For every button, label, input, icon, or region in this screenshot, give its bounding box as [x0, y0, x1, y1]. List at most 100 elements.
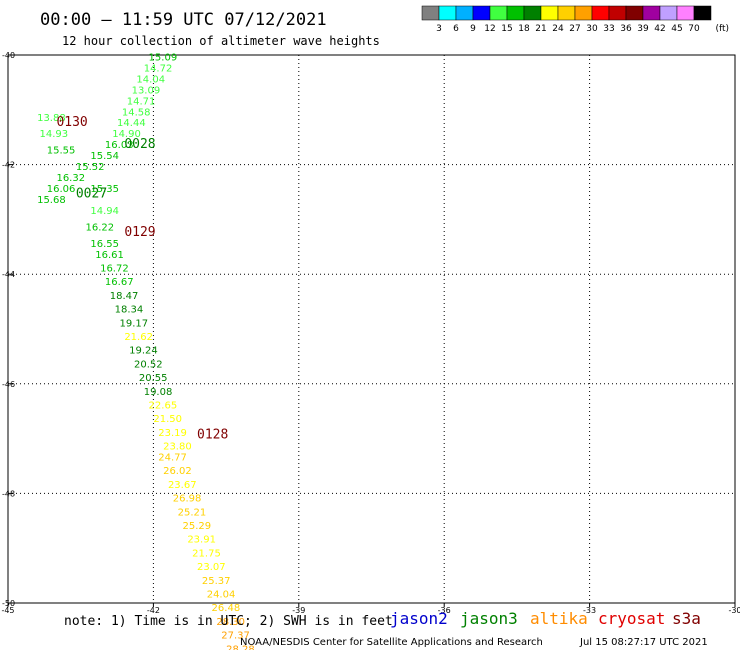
swh-value: 16.61	[95, 250, 124, 261]
swh-value: 16.22	[86, 222, 115, 233]
scale-swatch	[421, 5, 440, 21]
swh-value: 24.04	[207, 590, 236, 601]
swh-value: 13.88	[37, 113, 66, 124]
swh-value: 16.72	[100, 263, 129, 274]
scale-swatch	[489, 5, 508, 21]
swh-value: 13.09	[132, 85, 161, 96]
scale-swatch	[676, 5, 695, 21]
swh-value: 23.80	[163, 442, 192, 453]
swh-value: 21.62	[124, 332, 153, 343]
y-tick-label: -48	[2, 489, 15, 498]
scale-label: 39	[637, 24, 649, 34]
swh-value: 15.68	[37, 195, 66, 206]
swh-value: 19.24	[129, 346, 158, 357]
swh-value: 14.72	[144, 63, 173, 74]
scale-swatch	[438, 5, 457, 21]
satellite-cryosat: cryosat	[598, 609, 665, 628]
swh-value: 23.91	[187, 535, 216, 546]
scale-swatch	[659, 5, 678, 21]
swh-value: 15.09	[149, 52, 178, 63]
scale-swatch	[523, 5, 542, 21]
swh-value: 25.37	[202, 576, 231, 587]
swh-value: 24.77	[158, 453, 187, 464]
swh-value: 26.98	[173, 494, 202, 505]
swh-value: 26.48	[212, 603, 241, 614]
pass-label: 0027	[76, 186, 107, 201]
scale-label: 24	[552, 24, 564, 34]
swh-value: 14.44	[117, 118, 146, 129]
swh-value: 16.06	[47, 184, 76, 195]
y-tick-label: -42	[2, 161, 15, 170]
swh-value: 16.03	[105, 140, 134, 151]
swh-value: 21.50	[153, 414, 182, 425]
swh-value: 20.52	[134, 359, 163, 370]
scale-label: 27	[569, 24, 580, 34]
legend-note: note: 1) Time is in UTC; 2) SWH is in fe…	[64, 614, 393, 629]
swh-value: 20.55	[139, 373, 168, 384]
scale-label: 12	[484, 24, 495, 34]
color-scale-bar: 3 6 9 12 15 18 21 24 27 30 33 36 39 42 45 70 (ft)	[421, 5, 729, 34]
swh-value: 26.02	[163, 466, 192, 477]
x-tick-label: -33	[583, 606, 596, 615]
scale-label: 45	[671, 24, 682, 34]
swh-value: 16.55	[90, 239, 119, 250]
scale-swatch	[455, 5, 474, 21]
x-tick-label: -30	[728, 606, 740, 615]
y-tick-label: -46	[2, 380, 15, 389]
swh-value: 25.29	[182, 521, 211, 532]
swh-value: 18.47	[110, 291, 139, 302]
swh-value: 14.94	[90, 206, 119, 217]
swh-value: 28.28	[226, 644, 255, 650]
y-tick-label: -44	[2, 270, 15, 279]
satellite-jason3: jason3	[460, 609, 518, 628]
swh-value: 14.58	[122, 107, 151, 118]
scale-swatch	[557, 5, 576, 21]
satellite-altika: altika	[530, 609, 588, 628]
y-tick-label: -40	[2, 51, 15, 60]
pass-label: 0128	[197, 428, 228, 443]
pass-label: 0028	[124, 137, 155, 152]
scale-swatch	[506, 5, 525, 21]
scale-label: 36	[620, 24, 632, 34]
swh-value: 14.93	[40, 129, 69, 140]
x-tick-label: -42	[147, 606, 160, 615]
swh-value: 18.34	[115, 305, 144, 316]
pass-label: 0129	[124, 225, 155, 240]
scale-label: 15	[501, 24, 512, 34]
swh-value: 22.65	[149, 400, 178, 411]
y-tick-label: -50	[2, 599, 15, 608]
scale-label: 42	[654, 24, 665, 34]
swh-value: 27.37	[221, 631, 250, 642]
scale-swatch	[574, 5, 593, 21]
swh-value: 23.07	[197, 562, 226, 573]
scale-label: 9	[470, 24, 476, 34]
swh-value: 15.52	[76, 162, 105, 173]
scale-label: 33	[603, 24, 614, 34]
swh-value: 21.75	[192, 548, 221, 559]
scale-label: 70	[688, 24, 700, 34]
scale-swatch	[642, 5, 661, 21]
swh-value: 23.67	[168, 480, 197, 491]
swh-value: 15.54	[90, 151, 119, 162]
pass-label: 0130	[56, 115, 87, 130]
plot-frame	[7, 54, 736, 604]
plot-area: -45 -42 -39 -36 -33 -30 -40 -42 -44 -46 -48 -50	[1, 51, 740, 615]
swh-value: 28.30	[216, 617, 245, 628]
footer-credit: NOAA/NESDIS Center for Satellite Applica…	[240, 637, 543, 648]
swh-value: 15.55	[47, 146, 76, 157]
scale-label: 3	[436, 24, 442, 34]
scale-label: 21	[535, 24, 546, 34]
scale-label: 30	[586, 24, 598, 34]
swh-value: 25.21	[178, 507, 207, 518]
scale-swatch	[693, 5, 712, 21]
satellite-jason2: jason2	[390, 609, 448, 628]
scale-swatch	[472, 5, 491, 21]
swh-value: 14.90	[112, 129, 141, 140]
scale-swatch	[608, 5, 627, 21]
x-tick-label: -39	[292, 606, 305, 615]
chart-title: 00:00 — 11:59 UTC 07/12/2021	[40, 10, 327, 30]
satellite-legend: jason2 jason3 altika cryosat s3a	[390, 609, 701, 628]
satellite-s3a: s3a	[672, 609, 701, 628]
